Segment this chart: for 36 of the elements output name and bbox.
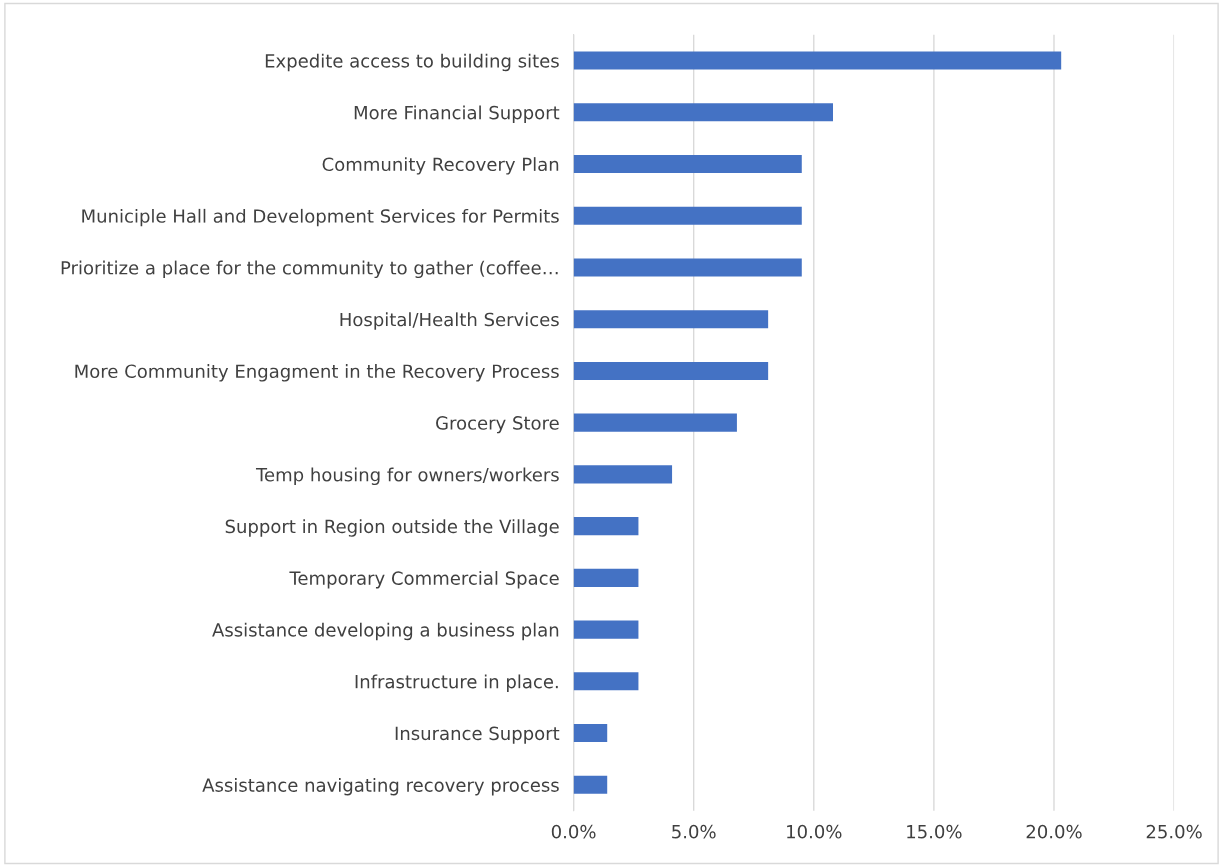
- y-tick-label: Temp housing for owners/workers: [255, 467, 559, 486]
- bar: [573, 465, 673, 484]
- y-tick-label: More Community Engagment in the Recovery Process: [75, 364, 559, 382]
- y-tick-label: Grocery Store: [436, 416, 559, 434]
- bar: [573, 672, 639, 691]
- y-tick-label: Insurance Support: [395, 726, 560, 744]
- bar: [573, 568, 639, 587]
- x-tick-label: 0.0%: [551, 824, 596, 839]
- x-tick-label: 20.0%: [1026, 824, 1082, 839]
- bar: [573, 103, 833, 122]
- x-tick-label: 10.0%: [787, 824, 842, 839]
- y-tick-label: Support in Region outside the Village: [225, 519, 559, 537]
- y-tick-label: Assistance navigating recovery process: [202, 777, 559, 796]
- x-tick-label: 15.0%: [907, 824, 962, 839]
- y-tick-label: Community Recovery Plan: [322, 157, 559, 175]
- y-tick-label: Municiple Hall and Development Services for Permits: [82, 208, 559, 227]
- bar: [573, 258, 802, 277]
- bar: [573, 361, 769, 380]
- y-tick-label: Expedite access to building sites: [265, 53, 559, 72]
- bar: [573, 775, 608, 794]
- x-tick-label: 5.0%: [672, 824, 716, 839]
- bar: [573, 154, 802, 174]
- bar: [573, 724, 608, 743]
- bar: [573, 517, 639, 536]
- bar: [573, 620, 639, 639]
- y-tick-label: Temporary Commercial Space: [289, 571, 559, 589]
- bar: [573, 310, 769, 329]
- bar: [573, 413, 737, 432]
- x-tick-label: 25.0%: [1146, 824, 1202, 839]
- y-tick-label: Prioritize a place for the community to gather (coffee…: [61, 260, 558, 279]
- bar: [573, 206, 802, 225]
- y-tick-label: More Financial Support: [354, 105, 560, 123]
- y-tick-label: Infrastructure in place.: [355, 674, 558, 692]
- bar: [573, 51, 1062, 70]
- y-tick-label: Hospital/Health Services: [340, 312, 559, 330]
- y-tick-label: Assistance developing a business plan: [212, 622, 559, 641]
